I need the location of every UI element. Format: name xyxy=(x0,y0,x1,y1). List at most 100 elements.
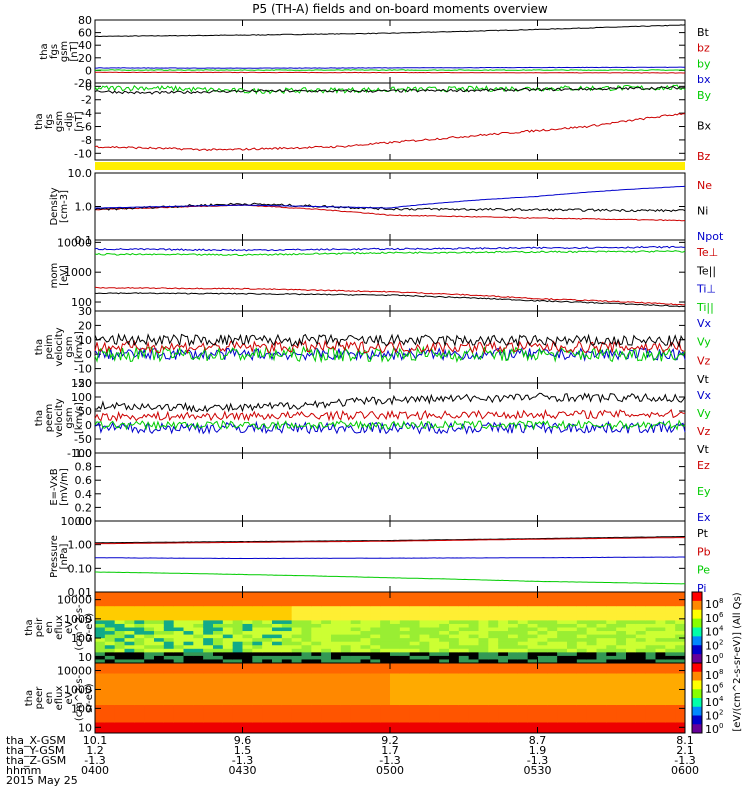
spectrogram-cell xyxy=(596,606,607,611)
spectrogram-cell xyxy=(527,726,538,730)
spectrogram-cell xyxy=(163,620,175,625)
spectrogram-cell xyxy=(478,641,489,646)
spectrogram-cell xyxy=(272,613,283,618)
spectrogram-cell xyxy=(301,638,312,643)
spectrogram-cell xyxy=(104,691,116,695)
spectrogram-cell xyxy=(173,670,184,674)
spectrogram-cell xyxy=(134,645,145,650)
spectrogram-cell xyxy=(576,620,588,625)
spectrogram-cell xyxy=(508,701,519,706)
spectrogram-cell xyxy=(301,691,312,695)
spectrogram-cell xyxy=(645,645,656,650)
spectrogram-cell xyxy=(508,606,519,611)
date-label: 2015 May 25 xyxy=(6,774,78,787)
spectrogram-cell xyxy=(449,663,460,667)
spectrogram-cell xyxy=(370,684,381,688)
spectrogram-cell xyxy=(360,680,371,685)
spectrogram-cell xyxy=(567,599,578,604)
spectrogram-cell xyxy=(645,680,656,685)
spectrogram-cell xyxy=(124,663,135,667)
spectrogram-cell xyxy=(675,627,686,632)
spectrogram-cell xyxy=(340,684,352,688)
spectrogram-cell xyxy=(498,715,509,720)
spectrogram-cell xyxy=(655,620,666,625)
spectrogram-cell xyxy=(449,616,460,621)
spectrogram-cell xyxy=(193,726,204,730)
spectrogram-cell xyxy=(626,705,637,709)
spectrogram-cell xyxy=(635,729,647,734)
spectrogram-cell xyxy=(95,729,106,734)
spectrogram-cell xyxy=(488,666,499,671)
colorbar-tick-label: 104 xyxy=(705,625,724,639)
spectrogram-cell xyxy=(655,673,666,678)
spectrogram-cell xyxy=(527,627,538,632)
spectrogram-cell xyxy=(478,592,489,597)
spectrogram-cell xyxy=(488,616,499,621)
spectrogram-cell xyxy=(429,648,440,653)
spectrogram-cell xyxy=(114,641,125,646)
spectrogram-cell xyxy=(262,592,273,597)
spectrogram-cell xyxy=(576,722,588,727)
spectrogram-cell xyxy=(331,670,342,674)
spectrogram-cell xyxy=(370,701,381,706)
spectrogram-cell xyxy=(173,620,184,625)
spectrogram-cell xyxy=(547,609,558,614)
spectrogram-cell xyxy=(193,652,204,657)
series-Vy xyxy=(94,345,686,364)
spectrogram-cell xyxy=(281,698,293,702)
spectrogram-cell xyxy=(213,694,224,699)
spectrogram-cell xyxy=(252,684,263,688)
spectrogram-cell xyxy=(281,613,293,618)
spectrogram-cell xyxy=(399,606,411,611)
spectrogram-cell xyxy=(95,705,106,709)
spectrogram-cell xyxy=(399,666,411,671)
spectrogram-cell xyxy=(547,663,558,667)
spectrogram-cell xyxy=(272,623,283,628)
spectrogram-cell xyxy=(468,623,479,628)
spectrogram-cell xyxy=(675,722,686,727)
spectrogram-cell xyxy=(508,655,519,660)
spectrogram-cell xyxy=(576,694,588,699)
spectrogram-cell xyxy=(498,694,509,699)
spectrogram-cell xyxy=(665,705,676,709)
spectrogram-cell xyxy=(655,691,666,695)
spectrogram-cell xyxy=(242,645,253,650)
spectrogram-cell xyxy=(635,663,647,667)
spectrogram-cell xyxy=(331,698,342,702)
spectrogram-cell xyxy=(232,687,243,692)
spectrogram-cell xyxy=(586,684,597,688)
spectrogram-cell xyxy=(134,722,145,727)
spectrogram-cell xyxy=(203,659,214,664)
spectrogram-cell xyxy=(183,595,194,600)
spectrogram-cell xyxy=(232,659,243,664)
spectrogram-cell xyxy=(537,673,548,678)
spectrogram-cell xyxy=(291,641,302,646)
spectrogram-cell xyxy=(626,655,637,660)
spectrogram-cell xyxy=(557,722,568,727)
spectrogram-cell xyxy=(478,691,489,695)
y-tick-label: 10.00 xyxy=(61,515,93,528)
spectrogram-cell xyxy=(419,659,430,664)
spectrogram-cell xyxy=(586,631,597,636)
spectrogram-cell xyxy=(340,616,352,621)
spectrogram-cell xyxy=(399,609,411,614)
spectrogram-cell xyxy=(557,606,568,611)
spectrogram-cell xyxy=(242,638,253,643)
spectrogram-cell xyxy=(596,687,607,692)
spectrogram-cell xyxy=(163,595,175,600)
spectrogram-cell xyxy=(154,698,165,702)
spectrogram-cell xyxy=(596,673,607,678)
spectrogram-cell xyxy=(488,609,499,614)
spectrogram-cell xyxy=(596,616,607,621)
colorbar-tick-exponent: 2 xyxy=(719,638,723,646)
footer-value: 0600 xyxy=(671,764,699,777)
spectrogram-cell xyxy=(360,645,371,650)
spectrogram-cell xyxy=(635,719,647,723)
spectrogram-cell xyxy=(163,623,175,628)
spectrogram-cell xyxy=(537,670,548,674)
spectrogram-cell xyxy=(242,620,253,625)
spectrogram-cell xyxy=(144,627,155,632)
spectrogram-cell xyxy=(517,638,529,643)
spectrogram-cell xyxy=(626,620,637,625)
spectrogram-cell xyxy=(576,655,588,660)
